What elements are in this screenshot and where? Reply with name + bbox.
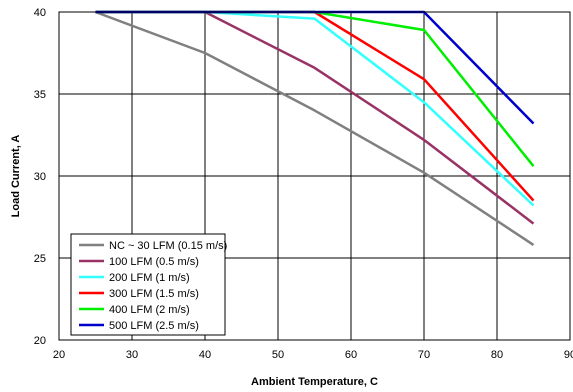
x-tick-label: 70 — [418, 349, 430, 361]
x-tick-label: 60 — [345, 349, 357, 361]
x-tick-label: 40 — [199, 349, 211, 361]
x-tick-label: 50 — [272, 349, 284, 361]
legend-label: 400 LFM (2 m/s) — [109, 304, 190, 316]
legend-box — [70, 233, 226, 336]
y-tick-label: 30 — [34, 171, 46, 183]
legend: NC ~ 30 LFM (0.15 m/s) 100 LFM (0.5 m/s) 2… — [70, 233, 227, 336]
legend-label: 500 LFM (2.5 m/s) — [109, 320, 199, 332]
y-tick-label: 25 — [34, 253, 46, 265]
x-axis-ticks: 20 30 40 50 60 70 80 90 — [53, 349, 573, 361]
x-tick-label: 20 — [53, 349, 65, 361]
legend-label: 100 LFM (0.5 m/s) — [109, 256, 199, 268]
x-tick-label: 90 — [564, 349, 573, 361]
y-axis-ticks: 20 25 30 35 40 — [34, 7, 46, 347]
x-tick-label: 30 — [126, 349, 138, 361]
y-tick-label: 35 — [34, 89, 46, 101]
y-tick-label: 40 — [34, 7, 46, 19]
plot-border — [58, 11, 571, 341]
legend-label: 300 LFM (1.5 m/s) — [109, 288, 199, 300]
x-tick-label: 80 — [491, 349, 503, 361]
legend-label: NC ~ 30 LFM (0.15 m/s) — [109, 240, 227, 252]
x-axis-title: Ambient Temperature, C — [251, 376, 378, 388]
series-line-0 — [95, 10, 535, 246]
y-axis-title: Load Current, A — [10, 135, 22, 218]
legend-label: 200 LFM (1 m/s) — [109, 272, 190, 284]
y-tick-label: 20 — [34, 335, 46, 347]
